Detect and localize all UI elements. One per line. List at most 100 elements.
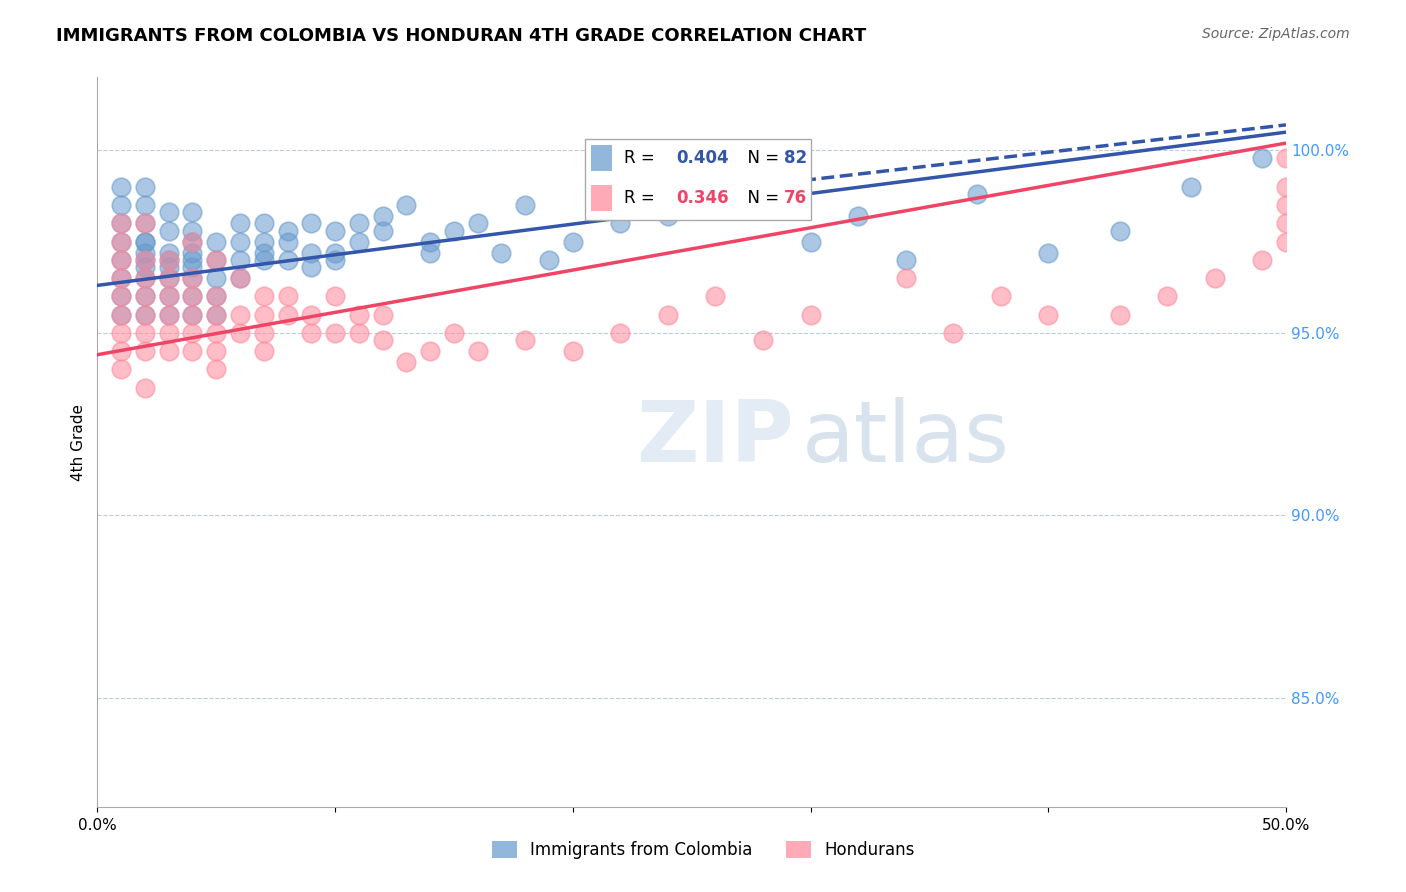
Point: [134, 252, 156, 267]
Bar: [591, 185, 612, 211]
Point: [253, 344, 276, 359]
Point: [894, 252, 917, 267]
Bar: [591, 145, 612, 171]
Point: [894, 271, 917, 285]
Point: [347, 216, 370, 230]
Point: [299, 308, 322, 322]
Point: [229, 216, 252, 230]
Point: [467, 216, 489, 230]
Point: [467, 344, 489, 359]
Point: [1275, 151, 1298, 165]
Point: [181, 205, 204, 219]
Point: [419, 245, 441, 260]
Point: [205, 326, 228, 340]
Point: [799, 235, 821, 249]
Point: [110, 308, 132, 322]
Point: [253, 245, 276, 260]
Point: [443, 326, 465, 340]
Point: [134, 180, 156, 194]
Point: [323, 252, 346, 267]
Point: [299, 245, 322, 260]
Point: [1275, 198, 1298, 212]
Text: N =: N =: [721, 149, 769, 167]
Point: [323, 245, 346, 260]
Point: [371, 333, 394, 347]
Point: [134, 308, 156, 322]
Point: [1108, 224, 1130, 238]
Point: [157, 224, 180, 238]
Point: [157, 252, 180, 267]
Point: [134, 252, 156, 267]
Text: atlas: atlas: [801, 397, 1010, 480]
Point: [205, 252, 228, 267]
Text: IMMIGRANTS FROM COLOMBIA VS HONDURAN 4TH GRADE CORRELATION CHART: IMMIGRANTS FROM COLOMBIA VS HONDURAN 4TH…: [56, 27, 866, 45]
Point: [181, 289, 204, 303]
Point: [134, 198, 156, 212]
Bar: [585, 139, 810, 219]
Point: [205, 271, 228, 285]
Point: [299, 326, 322, 340]
Point: [323, 326, 346, 340]
Point: [299, 260, 322, 274]
Point: [134, 344, 156, 359]
Text: R =: R =: [603, 149, 659, 167]
Point: [181, 252, 204, 267]
Point: [110, 252, 132, 267]
Point: [181, 344, 204, 359]
Point: [181, 260, 204, 274]
Point: [799, 308, 821, 322]
Point: [347, 308, 370, 322]
Point: [134, 308, 156, 322]
Y-axis label: 4th Grade: 4th Grade: [72, 404, 86, 481]
Point: [229, 271, 252, 285]
Point: [253, 252, 276, 267]
Point: [1038, 308, 1060, 322]
Text: N =: N =: [721, 189, 769, 207]
Point: [157, 289, 180, 303]
Point: [277, 289, 299, 303]
Point: [181, 271, 204, 285]
Text: 0.404: 0.404: [662, 149, 714, 167]
Point: [181, 235, 204, 249]
Point: [229, 252, 252, 267]
Point: [205, 344, 228, 359]
Point: [157, 289, 180, 303]
Point: [942, 326, 965, 340]
Text: 0.346: 0.346: [662, 189, 714, 207]
Point: [110, 362, 132, 376]
Point: [134, 216, 156, 230]
Point: [752, 333, 775, 347]
Text: Source: ZipAtlas.com: Source: ZipAtlas.com: [1202, 27, 1350, 41]
Point: [253, 289, 276, 303]
Point: [323, 289, 346, 303]
Point: [181, 289, 204, 303]
Point: [205, 362, 228, 376]
Point: [110, 235, 132, 249]
Point: [1156, 289, 1178, 303]
Point: [181, 308, 204, 322]
Point: [205, 252, 228, 267]
Text: 0.346: 0.346: [676, 189, 728, 207]
Text: 76: 76: [772, 189, 796, 207]
Point: [229, 235, 252, 249]
Point: [253, 308, 276, 322]
Point: [966, 187, 988, 202]
Point: [704, 198, 727, 212]
Point: [134, 235, 156, 249]
Text: R =: R =: [620, 149, 657, 167]
Point: [157, 344, 180, 359]
Point: [110, 271, 132, 285]
Point: [657, 209, 679, 223]
Point: [1275, 180, 1298, 194]
Text: ZIP: ZIP: [637, 397, 794, 480]
Point: [1038, 245, 1060, 260]
Point: [229, 308, 252, 322]
Point: [253, 216, 276, 230]
Point: [1275, 216, 1298, 230]
Point: [157, 245, 180, 260]
Point: [205, 289, 228, 303]
Point: [491, 245, 513, 260]
Point: [515, 198, 537, 212]
Point: [181, 224, 204, 238]
Point: [395, 355, 418, 369]
